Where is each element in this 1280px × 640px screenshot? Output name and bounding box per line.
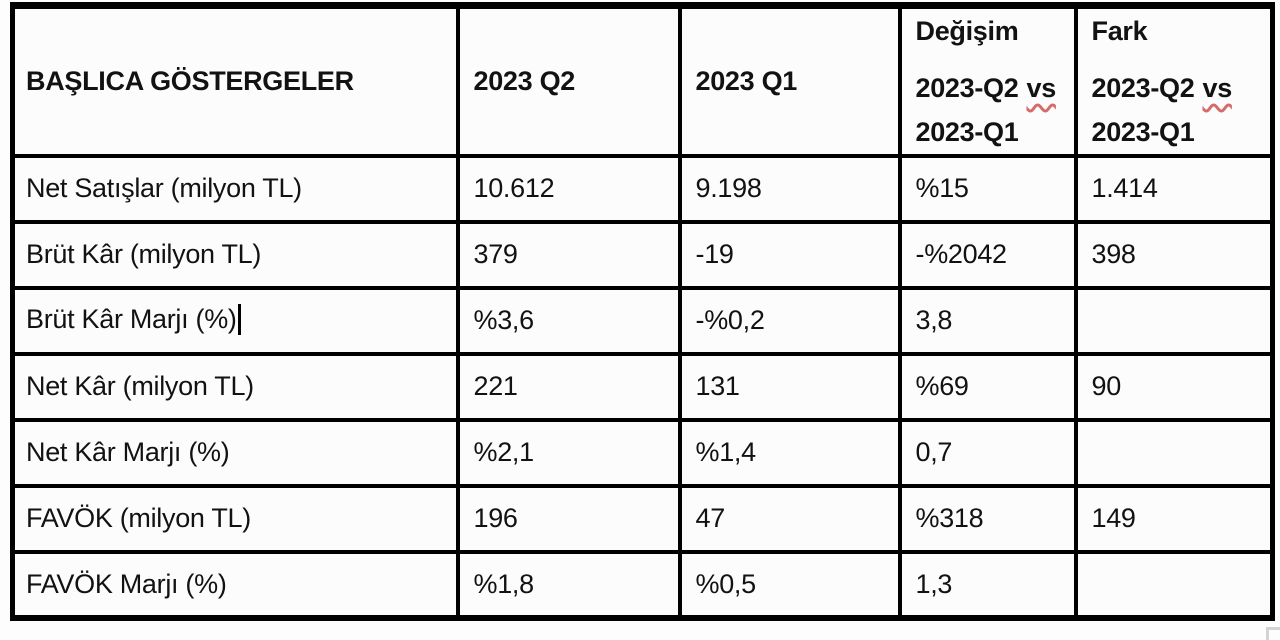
cell-q2[interactable]: 196: [455, 483, 682, 554]
cell-q2[interactable]: 379: [455, 219, 682, 290]
header-diff-line2: 2023-Q2 vs: [1091, 73, 1233, 104]
cell-q1[interactable]: 131: [677, 351, 902, 422]
header-cell-q1[interactable]: 2023 Q1: [677, 2, 902, 158]
header-diff-title: Fark: [1091, 16, 1148, 47]
cell-q2[interactable]: 10.612: [455, 153, 682, 224]
cell-diff[interactable]: [1073, 285, 1275, 356]
header-row: BAŞLICA GÖSTERGELER 2023 Q2 2023 Q1 Deği…: [10, 2, 1275, 158]
cell-label[interactable]: Net Satışlar (milyon TL): [10, 153, 460, 224]
header-change-line2: 2023-Q2 vs: [915, 73, 1057, 104]
header-change-line3: 2023-Q1: [915, 117, 1019, 148]
cell-q1[interactable]: 9.198: [677, 153, 902, 224]
text-cursor: [237, 303, 241, 335]
header-cell-indicators[interactable]: BAŞLICA GÖSTERGELER: [10, 2, 460, 158]
misspelled-word: vs: [1026, 73, 1056, 104]
cell-change[interactable]: 3,8: [897, 285, 1078, 356]
header-q2-label: 2023 Q2: [473, 65, 576, 96]
cell-q1[interactable]: 47: [677, 483, 902, 554]
cell-diff[interactable]: 149: [1073, 483, 1275, 554]
cell-q2[interactable]: %2,1: [455, 417, 682, 488]
cell-label[interactable]: Brüt Kâr (milyon TL): [10, 219, 460, 290]
table-row: FAVÖK Marjı (%) %1,8 %0,5 1,3: [10, 549, 1275, 621]
cell-change[interactable]: 0,7: [897, 417, 1078, 488]
cell-q2[interactable]: %3,6: [455, 285, 682, 356]
table-resize-handle[interactable]: [1266, 627, 1280, 640]
table-row: Brüt Kâr (milyon TL) 379 -19 -%2042 398: [10, 219, 1275, 290]
misspelled-word: vs: [1202, 73, 1232, 104]
cell-change[interactable]: %318: [897, 483, 1078, 554]
cell-q1[interactable]: %0,5: [677, 549, 902, 621]
cell-change[interactable]: %15: [897, 153, 1078, 224]
header-diff-line3: 2023-Q1: [1091, 117, 1195, 148]
cell-q1[interactable]: -%0,2: [677, 285, 902, 356]
cell-change[interactable]: 1,3: [897, 549, 1078, 621]
cell-diff[interactable]: [1073, 417, 1275, 488]
cell-change[interactable]: -%2042: [897, 219, 1078, 290]
cell-q1[interactable]: %1,4: [677, 417, 902, 488]
header-cell-change[interactable]: Değişim 2023-Q2 vs 2023-Q1: [897, 2, 1078, 158]
indicators-table: BAŞLICA GÖSTERGELER 2023 Q2 2023 Q1 Deği…: [10, 2, 1275, 621]
table-row: FAVÖK (milyon TL) 196 47 %318 149: [10, 483, 1275, 554]
header-q1-label: 2023 Q1: [695, 65, 798, 96]
cell-q2[interactable]: %1,8: [455, 549, 682, 621]
cell-label[interactable]: FAVÖK (milyon TL): [10, 483, 460, 554]
cell-q2[interactable]: 221: [455, 351, 682, 422]
cell-label[interactable]: Brüt Kâr Marjı (%): [10, 285, 460, 356]
cell-diff[interactable]: 1.414: [1073, 153, 1275, 224]
table-row: Net Kâr Marjı (%) %2,1 %1,4 0,7: [10, 417, 1275, 488]
cell-label[interactable]: FAVÖK Marjı (%): [10, 549, 460, 621]
table-row: Net Kâr (milyon TL) 221 131 %69 90: [10, 351, 1275, 422]
header-cell-q2[interactable]: 2023 Q2: [455, 2, 682, 158]
table-row: Net Satışlar (milyon TL) 10.612 9.198 %1…: [10, 153, 1275, 224]
header-indicators-label: BAŞLICA GÖSTERGELER: [26, 65, 354, 96]
cell-diff[interactable]: 90: [1073, 351, 1275, 422]
cell-diff[interactable]: [1073, 549, 1275, 621]
cell-label[interactable]: Net Kâr Marjı (%): [10, 417, 460, 488]
cell-label[interactable]: Net Kâr (milyon TL): [10, 351, 460, 422]
header-cell-diff[interactable]: Fark 2023-Q2 vs 2023-Q1: [1073, 2, 1275, 158]
header-change-title: Değişim: [915, 16, 1019, 47]
cell-change[interactable]: %69: [897, 351, 1078, 422]
cell-diff[interactable]: 398: [1073, 219, 1275, 290]
cell-q1[interactable]: -19: [677, 219, 902, 290]
table-row: Brüt Kâr Marjı (%) %3,6 -%0,2 3,8: [10, 285, 1275, 356]
